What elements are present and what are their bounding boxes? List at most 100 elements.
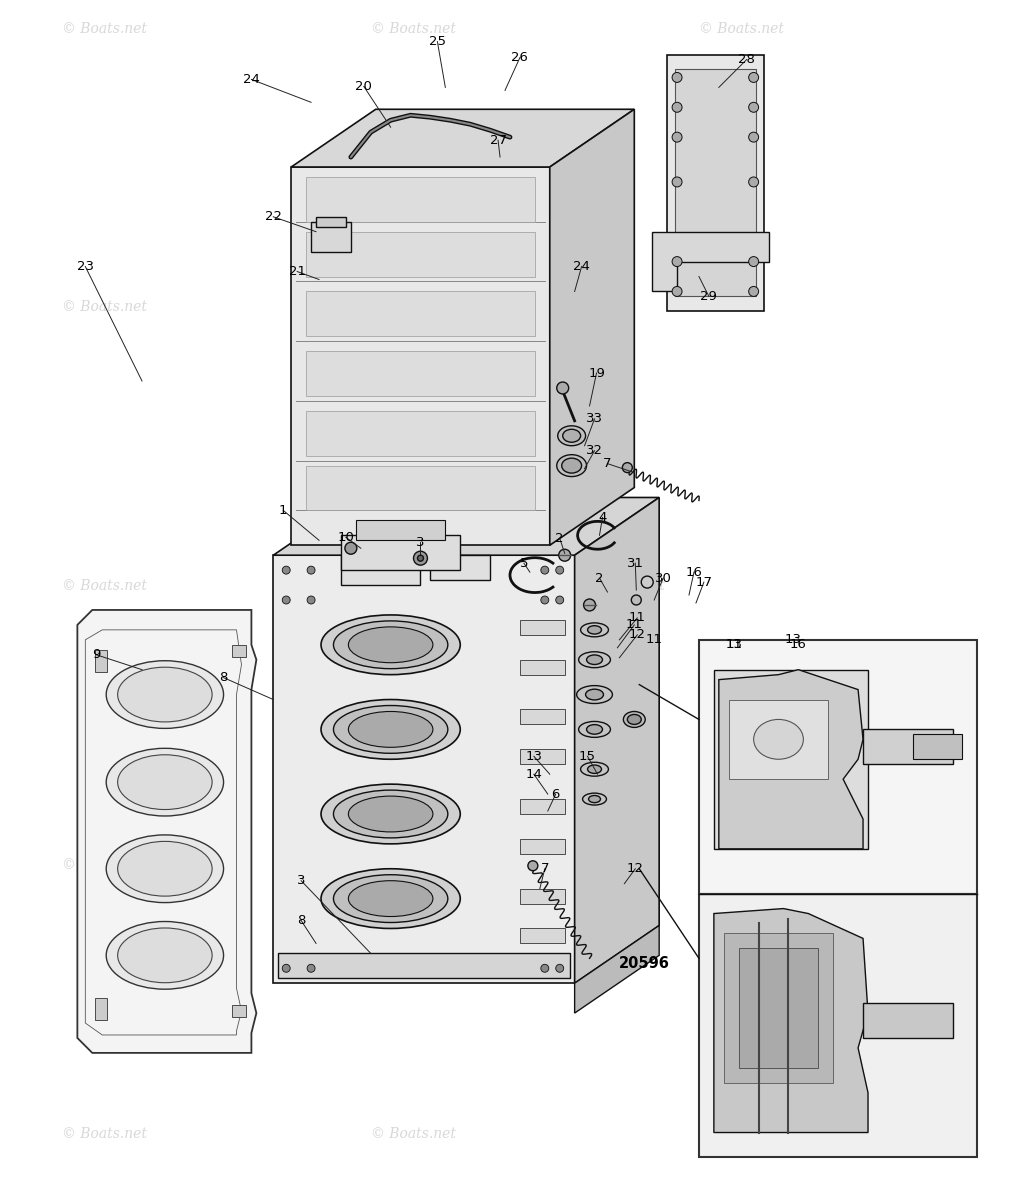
Ellipse shape: [561, 458, 582, 473]
Bar: [520, 620, 564, 635]
Polygon shape: [273, 498, 659, 556]
Ellipse shape: [588, 766, 602, 773]
Text: 13: 13: [726, 638, 742, 652]
Ellipse shape: [579, 652, 610, 667]
Bar: [520, 749, 564, 764]
Polygon shape: [574, 498, 659, 983]
Text: 2: 2: [555, 532, 564, 545]
Text: 28: 28: [738, 53, 755, 66]
Ellipse shape: [348, 881, 433, 917]
Polygon shape: [714, 908, 868, 1133]
Ellipse shape: [334, 790, 448, 838]
Text: 11: 11: [726, 638, 742, 652]
Ellipse shape: [581, 762, 608, 776]
Text: © Boats.net: © Boats.net: [370, 22, 456, 36]
Text: 8: 8: [297, 914, 306, 928]
Circle shape: [541, 965, 549, 972]
Text: © Boats.net: © Boats.net: [580, 580, 665, 593]
Ellipse shape: [334, 706, 448, 754]
Bar: [307, 292, 535, 336]
Text: © Boats.net: © Boats.net: [370, 580, 456, 593]
Bar: [520, 709, 564, 725]
Ellipse shape: [348, 712, 433, 748]
Bar: [95, 649, 108, 672]
Text: 7: 7: [603, 457, 612, 470]
Text: 25: 25: [429, 35, 446, 48]
Ellipse shape: [321, 869, 460, 929]
Circle shape: [345, 542, 357, 554]
Ellipse shape: [586, 689, 604, 700]
Bar: [699, 640, 977, 894]
Polygon shape: [714, 670, 868, 848]
Polygon shape: [675, 70, 755, 296]
Bar: [307, 232, 535, 276]
Circle shape: [749, 176, 758, 187]
Circle shape: [282, 965, 290, 972]
Circle shape: [584, 599, 596, 611]
Text: 11: 11: [646, 634, 663, 647]
Text: © Boats.net: © Boats.net: [699, 1127, 784, 1140]
Text: © Boats.net: © Boats.net: [370, 858, 456, 871]
Text: 9: 9: [92, 648, 100, 661]
Text: 8: 8: [219, 671, 227, 684]
Bar: [307, 352, 535, 396]
Ellipse shape: [118, 928, 212, 983]
Ellipse shape: [118, 667, 212, 722]
Circle shape: [749, 102, 758, 113]
Text: 3: 3: [416, 535, 424, 548]
Ellipse shape: [623, 712, 646, 727]
Polygon shape: [273, 556, 574, 983]
Text: 1: 1: [279, 504, 287, 517]
Ellipse shape: [118, 841, 212, 896]
Polygon shape: [291, 109, 634, 167]
Bar: [307, 176, 535, 222]
Circle shape: [672, 257, 682, 266]
Bar: [520, 839, 564, 854]
Bar: [231, 1006, 247, 1018]
Bar: [739, 948, 818, 1068]
Circle shape: [672, 102, 682, 113]
Bar: [863, 730, 952, 764]
Ellipse shape: [587, 655, 603, 665]
Circle shape: [631, 595, 641, 605]
Ellipse shape: [562, 430, 581, 443]
Bar: [356, 521, 446, 540]
Bar: [231, 644, 247, 656]
Text: © Boats.net: © Boats.net: [370, 1127, 456, 1140]
Bar: [307, 466, 535, 510]
Ellipse shape: [588, 625, 602, 634]
Ellipse shape: [627, 714, 641, 725]
Text: 12: 12: [628, 629, 646, 641]
Circle shape: [749, 72, 758, 83]
Ellipse shape: [334, 620, 448, 668]
Text: 11: 11: [626, 618, 642, 631]
Text: 12: 12: [627, 863, 644, 875]
Circle shape: [308, 965, 315, 972]
Text: © Boats.net: © Boats.net: [63, 300, 147, 314]
Bar: [311, 222, 351, 252]
Circle shape: [308, 596, 315, 604]
Polygon shape: [550, 109, 634, 545]
Bar: [724, 934, 833, 1082]
Ellipse shape: [754, 720, 803, 760]
Text: 14: 14: [526, 768, 542, 781]
Ellipse shape: [348, 626, 433, 662]
Bar: [520, 889, 564, 904]
Circle shape: [749, 287, 758, 296]
Ellipse shape: [557, 455, 587, 476]
Circle shape: [641, 576, 654, 588]
Ellipse shape: [587, 725, 603, 734]
Text: 27: 27: [489, 133, 506, 146]
Circle shape: [672, 287, 682, 296]
Circle shape: [282, 596, 290, 604]
Circle shape: [749, 257, 758, 266]
Ellipse shape: [581, 623, 608, 637]
Text: 26: 26: [512, 52, 529, 64]
Bar: [307, 410, 535, 456]
Text: 20596: 20596: [619, 956, 670, 971]
Bar: [520, 929, 564, 943]
Circle shape: [282, 566, 290, 574]
Text: 23: 23: [77, 260, 93, 274]
Text: 29: 29: [700, 290, 718, 302]
Text: 10: 10: [337, 530, 354, 544]
